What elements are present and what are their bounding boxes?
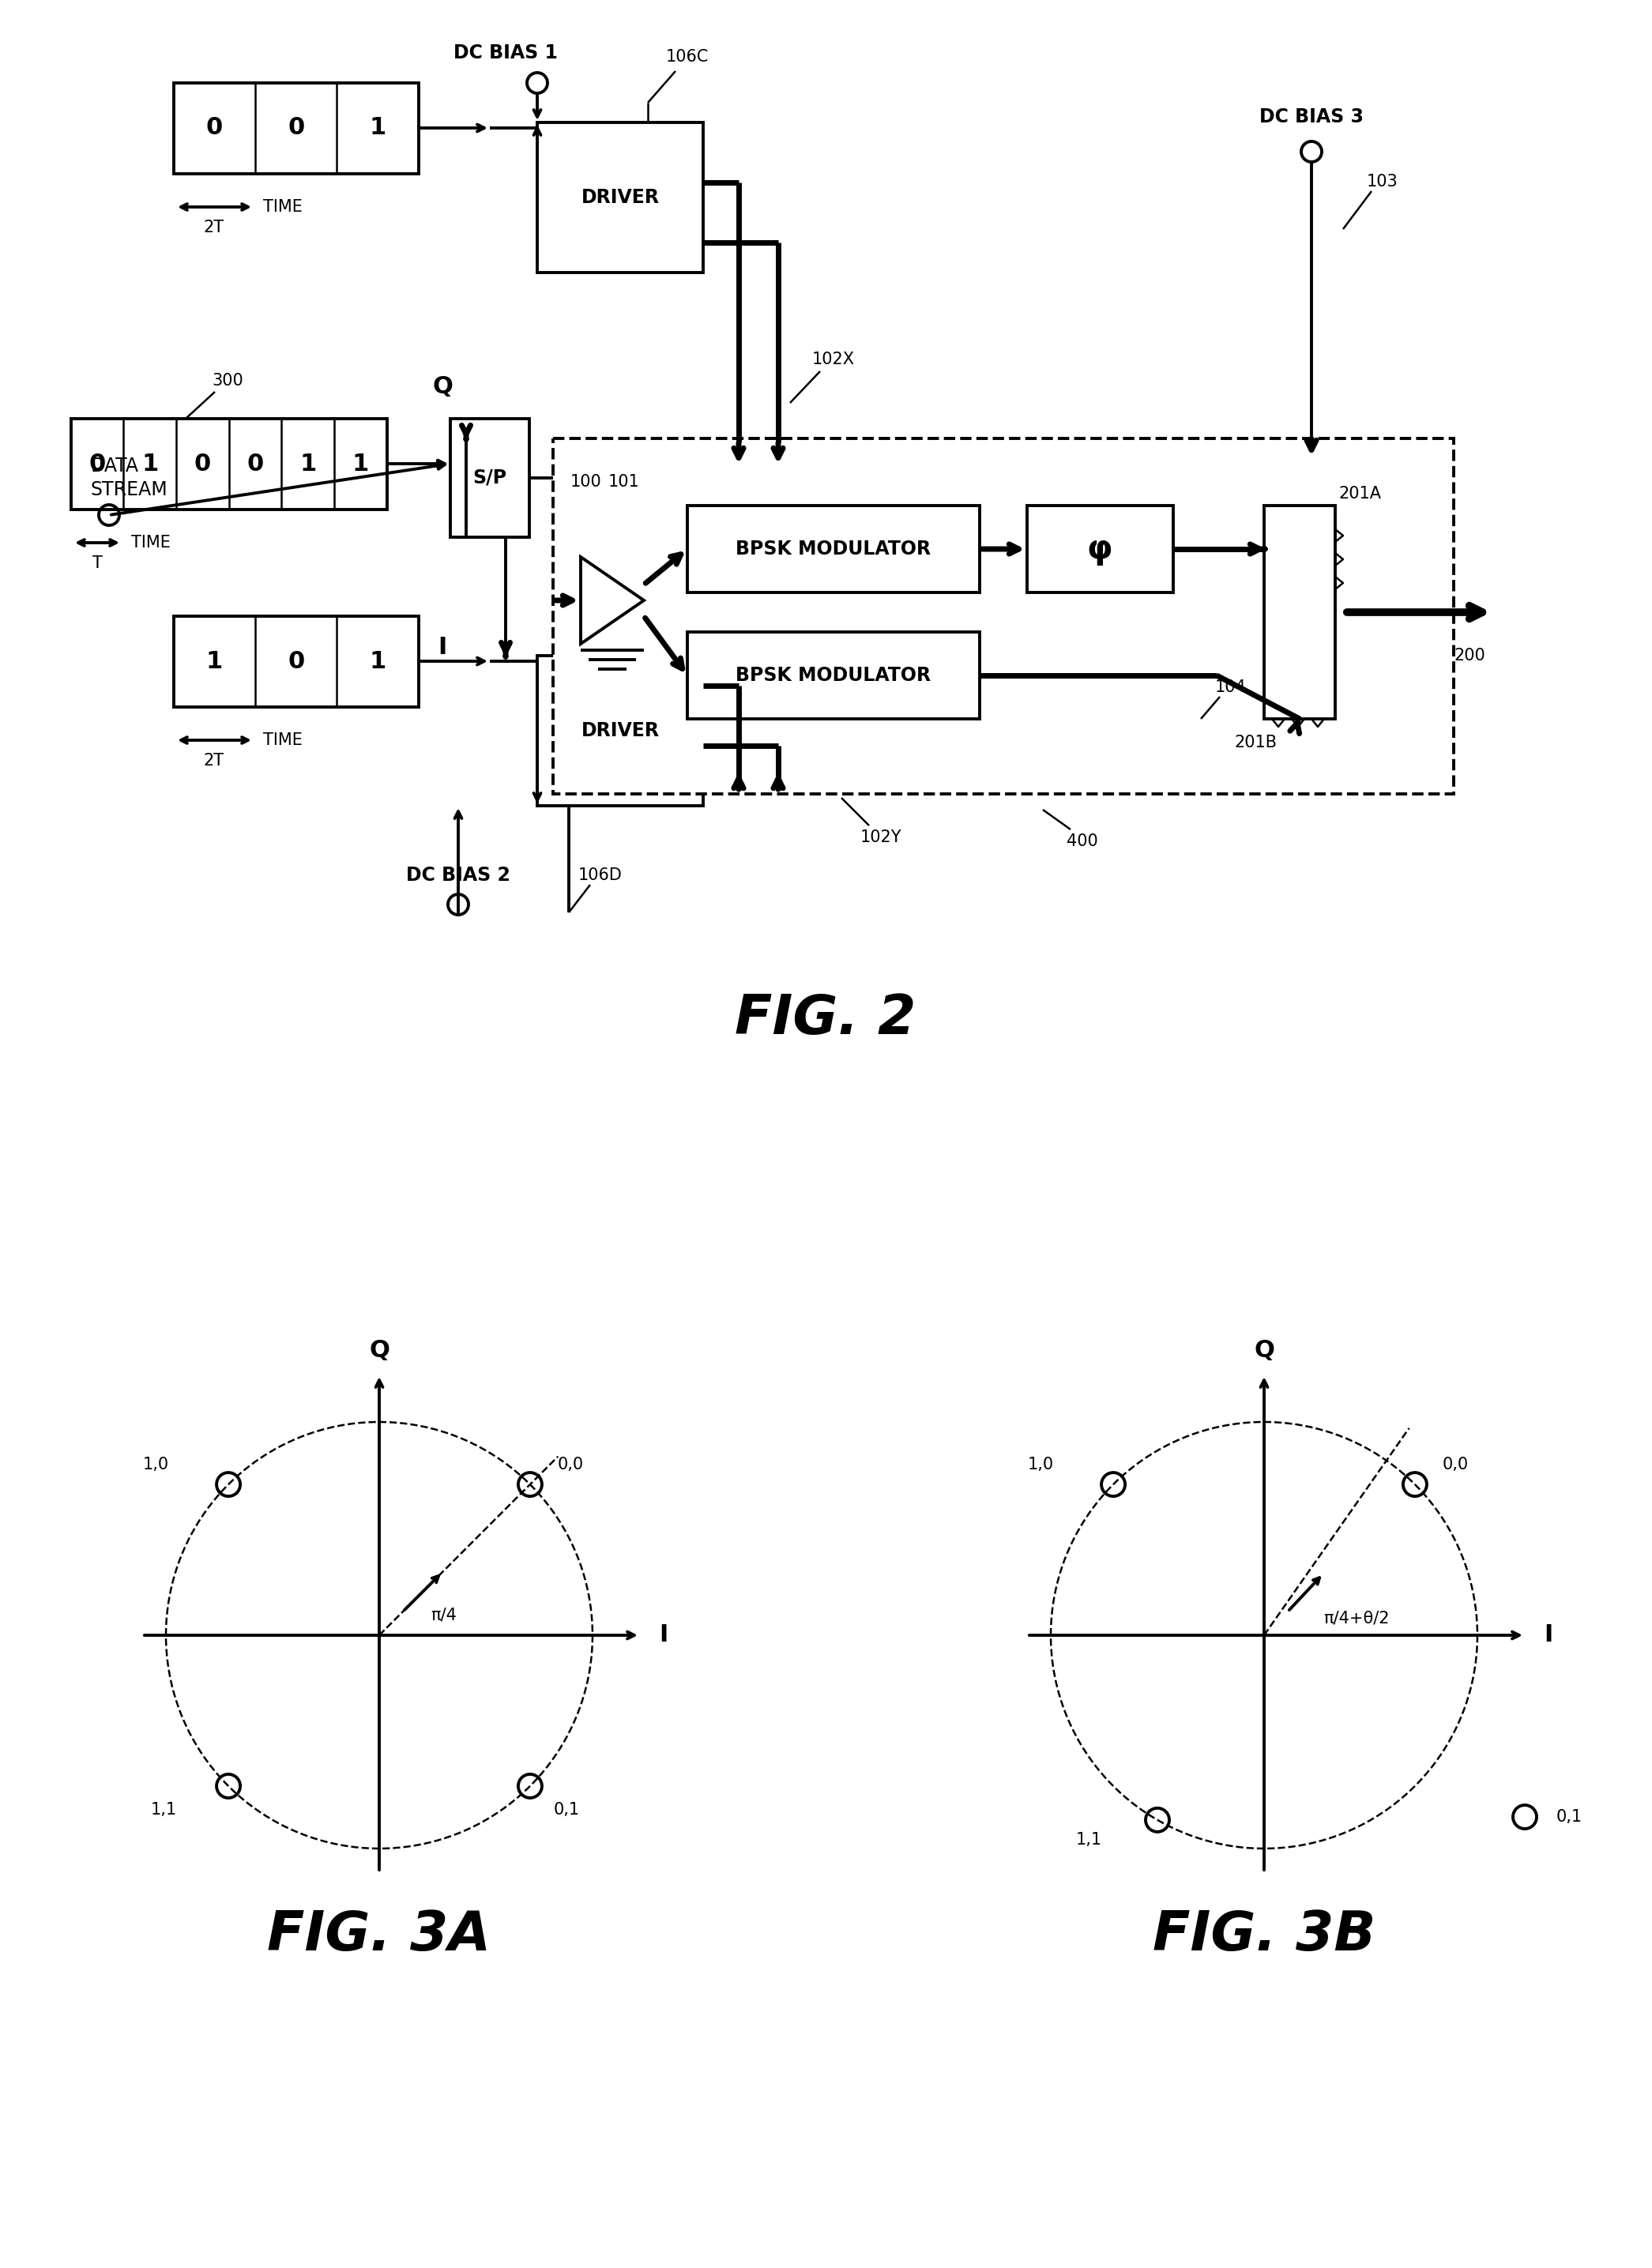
Text: FIG. 3A: FIG. 3A xyxy=(268,1910,491,1962)
Text: Q: Q xyxy=(1254,1340,1274,1363)
Text: DRIVER: DRIVER xyxy=(582,188,659,206)
Bar xyxy=(687,506,980,592)
Text: 0,0: 0,0 xyxy=(558,1456,583,1472)
Text: TIME: TIME xyxy=(263,200,302,215)
Text: 1,0: 1,0 xyxy=(144,1456,169,1472)
Text: Q: Q xyxy=(433,376,453,399)
Text: 0: 0 xyxy=(246,451,264,476)
Text: 2T: 2T xyxy=(203,220,225,236)
Text: I: I xyxy=(1545,1624,1553,1647)
Text: T: T xyxy=(93,556,102,572)
Text: DC BIAS 1: DC BIAS 1 xyxy=(454,43,558,64)
Text: I: I xyxy=(438,637,448,660)
Text: 1,0: 1,0 xyxy=(1028,1456,1054,1472)
Text: 0: 0 xyxy=(89,451,106,476)
Text: 1,1: 1,1 xyxy=(1075,1833,1102,1848)
Text: 1,1: 1,1 xyxy=(150,1801,177,1817)
Bar xyxy=(451,420,529,538)
Text: 101: 101 xyxy=(608,474,639,490)
Text: DC BIAS 3: DC BIAS 3 xyxy=(1259,107,1363,127)
Text: π/4: π/4 xyxy=(431,1608,456,1624)
Bar xyxy=(1264,506,1335,719)
Text: 0,1: 0,1 xyxy=(1556,1810,1583,1826)
Text: 0,0: 0,0 xyxy=(1442,1456,1469,1472)
Text: I: I xyxy=(659,1624,667,1647)
Text: 104: 104 xyxy=(1216,680,1247,696)
Text: STREAM: STREAM xyxy=(91,481,169,499)
Bar xyxy=(553,438,1454,794)
Text: TIME: TIME xyxy=(263,733,302,748)
Text: 400: 400 xyxy=(1067,832,1099,848)
Text: TIME: TIME xyxy=(131,535,170,551)
Text: 0: 0 xyxy=(206,116,223,138)
Text: 102Y: 102Y xyxy=(861,830,902,846)
Text: BPSK MODULATOR: BPSK MODULATOR xyxy=(735,540,932,558)
Text: 300: 300 xyxy=(211,372,243,388)
Text: 1: 1 xyxy=(206,649,223,674)
Bar xyxy=(71,420,387,510)
Text: 1: 1 xyxy=(299,451,317,476)
Text: 0,1: 0,1 xyxy=(553,1801,580,1817)
Text: 1: 1 xyxy=(370,116,387,138)
Text: FIG. 3B: FIG. 3B xyxy=(1153,1910,1376,1962)
Text: 0: 0 xyxy=(287,649,304,674)
Text: 106C: 106C xyxy=(666,50,709,66)
Text: 201A: 201A xyxy=(1340,485,1381,501)
Text: 103: 103 xyxy=(1366,175,1398,191)
Bar xyxy=(537,122,704,272)
Text: 200: 200 xyxy=(1454,649,1485,665)
Text: 106D: 106D xyxy=(578,866,623,882)
Text: DATA: DATA xyxy=(91,456,139,476)
Text: φ: φ xyxy=(1087,533,1112,565)
Text: Q: Q xyxy=(368,1340,390,1363)
Text: 1: 1 xyxy=(370,649,387,674)
Text: 1: 1 xyxy=(142,451,159,476)
Text: 102X: 102X xyxy=(813,352,854,367)
Text: DRIVER: DRIVER xyxy=(582,721,659,739)
Bar xyxy=(1028,506,1173,592)
Text: 1: 1 xyxy=(352,451,368,476)
Text: 2T: 2T xyxy=(203,753,225,769)
Bar xyxy=(687,633,980,719)
Bar xyxy=(537,655,704,805)
Text: FIG. 2: FIG. 2 xyxy=(735,993,917,1046)
Bar xyxy=(173,617,418,708)
Text: S/P: S/P xyxy=(472,469,507,488)
Text: π/4+θ/2: π/4+θ/2 xyxy=(1323,1610,1389,1626)
Text: BPSK MODULATOR: BPSK MODULATOR xyxy=(735,667,932,685)
Text: 0: 0 xyxy=(193,451,211,476)
Text: 0: 0 xyxy=(287,116,304,138)
Text: 201B: 201B xyxy=(1234,735,1277,751)
Text: 100: 100 xyxy=(570,474,601,490)
Polygon shape xyxy=(582,558,644,644)
Bar xyxy=(173,84,418,175)
Text: DC BIAS 2: DC BIAS 2 xyxy=(406,866,510,885)
